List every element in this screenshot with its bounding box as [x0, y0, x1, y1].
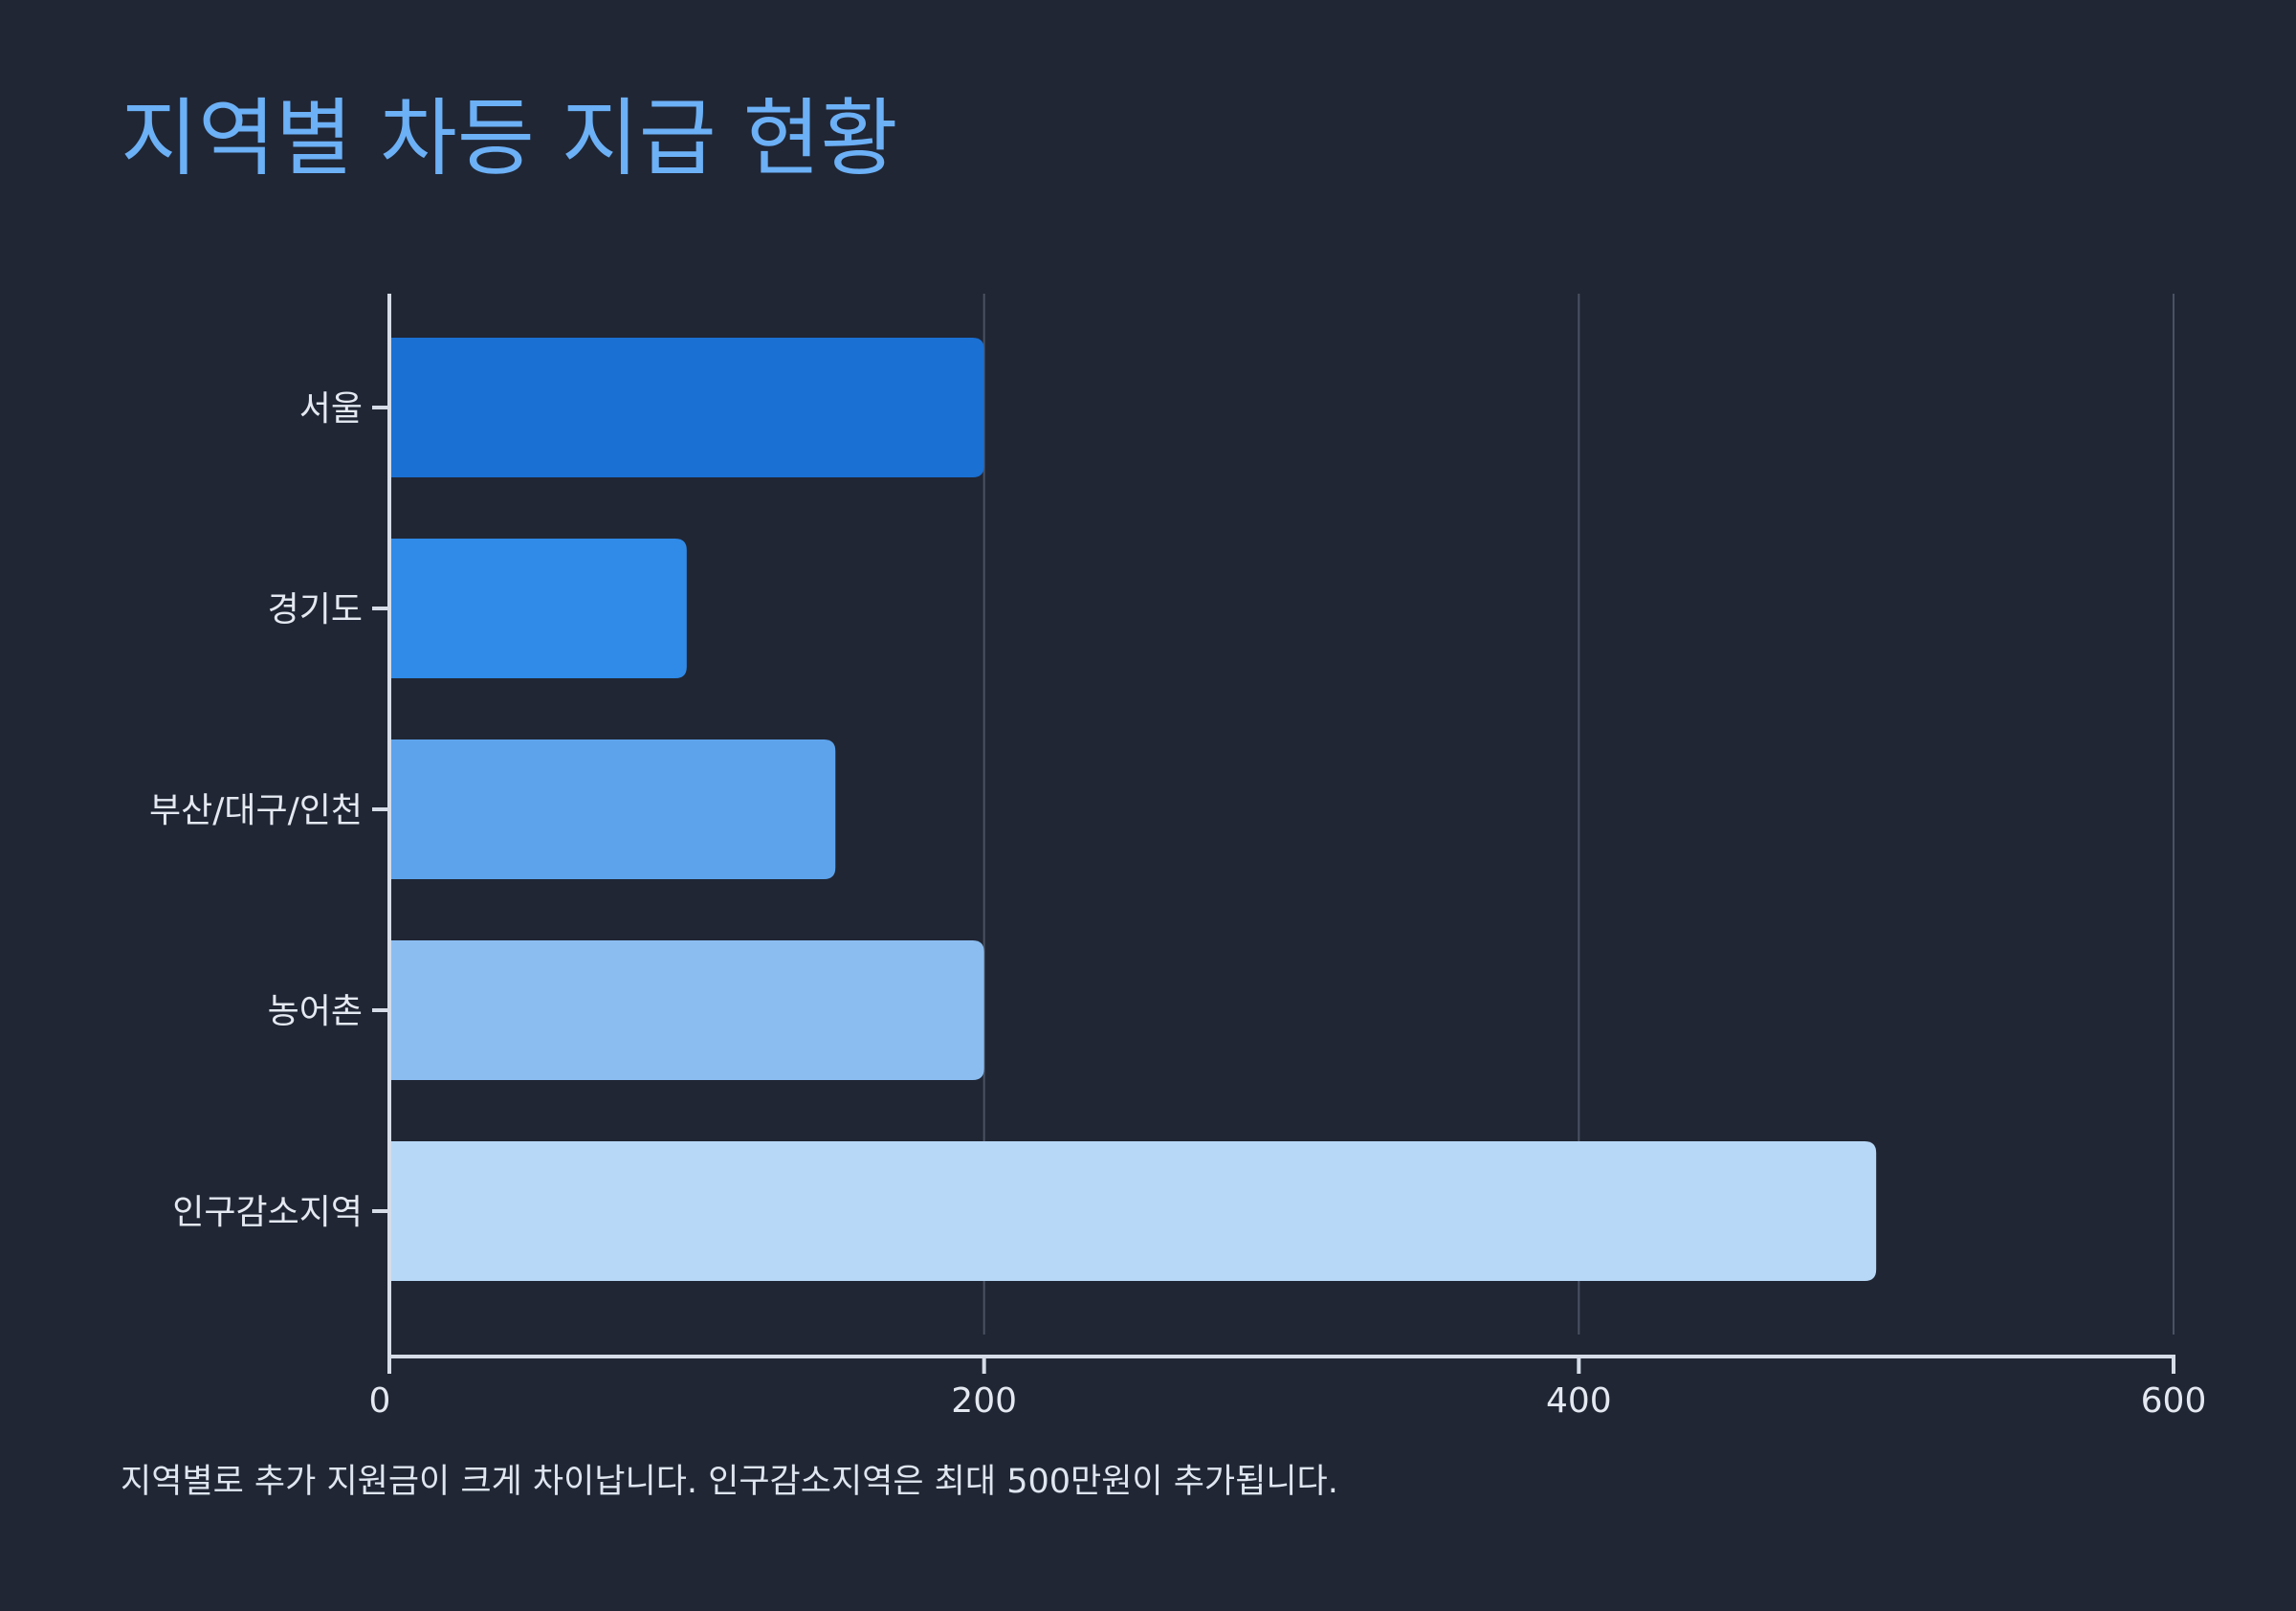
axes: [372, 294, 2175, 1374]
bar-1: [389, 338, 984, 477]
chart-title: 지역별 차등 지급 현황: [121, 89, 898, 188]
x-tick-label-600: 600: [2141, 1381, 2207, 1421]
bar-5: [389, 1141, 1877, 1281]
bar-3: [389, 739, 836, 879]
y-tick-label-4: 농어촌: [268, 992, 363, 1031]
x-tick-label-0: 0: [369, 1381, 391, 1421]
x-tick-label-200: 200: [951, 1381, 1017, 1421]
y-tick-label-2: 경기도: [268, 590, 363, 629]
y-tick-label-3: 부산/대구/인천: [149, 791, 363, 830]
chart-footnote: 지역별로 추가 지원금이 크게 차이납니다. 인구감소지역은 최대 500만원이…: [121, 1463, 1338, 1501]
y-tick-label-5: 인구감소지역: [172, 1193, 363, 1232]
x-tick-label-400: 400: [1546, 1381, 1612, 1421]
bars: [389, 338, 1877, 1281]
bar-4: [389, 940, 984, 1080]
y-tick-label-1: 서울: [299, 389, 363, 429]
bar-2: [389, 539, 687, 678]
